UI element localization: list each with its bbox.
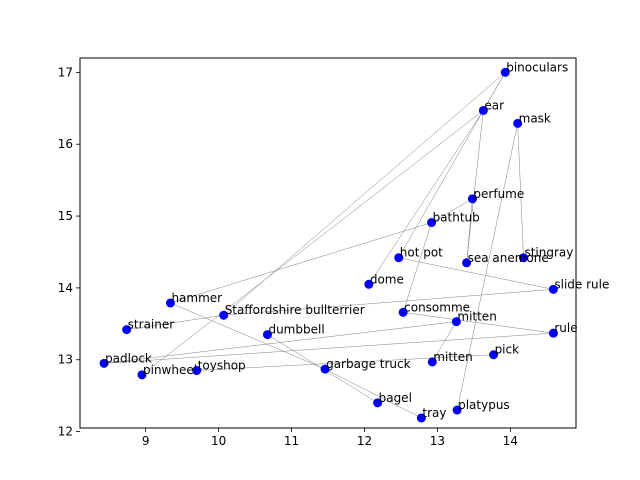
point-label: mitten	[457, 310, 496, 324]
edge-line	[456, 123, 518, 411]
point-label: perfume	[473, 187, 524, 201]
y-tick-label: 14	[58, 281, 73, 295]
point-label: pinwheel	[143, 363, 197, 377]
data-point	[122, 325, 132, 335]
edge-line	[517, 123, 524, 258]
point-label: sea anemone	[468, 251, 549, 265]
y-tick-label: 17	[58, 65, 73, 79]
edge-line	[398, 257, 554, 290]
edge-line	[466, 110, 484, 263]
data-point	[99, 358, 109, 368]
point-label: tray	[422, 406, 446, 420]
data-point	[320, 364, 330, 374]
edge-line	[223, 72, 506, 316]
edge-line	[402, 222, 432, 313]
point-label: rule	[554, 321, 577, 335]
x-tick-label: 13	[430, 434, 445, 448]
edge-line	[223, 289, 554, 316]
point-label: dumbbell	[268, 323, 324, 337]
point-layer	[99, 67, 558, 423]
edge-line	[170, 222, 432, 304]
edge-line	[431, 198, 473, 223]
data-point	[416, 413, 426, 423]
data-point	[500, 67, 510, 77]
point-label: mitten	[433, 350, 472, 364]
data-point	[262, 330, 272, 340]
data-point	[427, 218, 437, 228]
data-point	[137, 370, 147, 380]
x-tick-label: 11	[284, 434, 299, 448]
edge-line	[126, 314, 224, 330]
data-point	[462, 258, 472, 268]
edge-line	[432, 321, 457, 363]
y-axis: 12 13 14 15 16 17	[58, 65, 80, 439]
data-point	[513, 118, 523, 128]
data-point	[364, 279, 374, 289]
data-point	[489, 350, 499, 360]
edge-line	[466, 198, 473, 263]
point-label: bagel	[379, 391, 412, 405]
data-point	[192, 366, 202, 376]
point-label: dome	[370, 272, 404, 286]
data-point	[548, 284, 558, 294]
edge-line	[196, 354, 494, 371]
y-tick-label: 12	[58, 425, 73, 439]
point-label: Staffordshire bullterrier	[225, 303, 365, 317]
x-tick-label: 14	[503, 434, 518, 448]
edge-line	[403, 312, 554, 334]
point-label: consomme	[404, 300, 470, 314]
point-label: strainer	[128, 318, 175, 332]
edge-line	[368, 110, 484, 285]
point-label: hot pot	[400, 246, 443, 260]
data-point	[478, 105, 488, 115]
data-point	[548, 328, 558, 338]
edge-line	[398, 72, 506, 258]
point-label: hammer	[171, 291, 222, 305]
point-label: mask	[519, 111, 551, 125]
point-label: padlock	[105, 351, 152, 365]
axes-frame	[79, 57, 577, 429]
y-tick-label: 16	[58, 137, 73, 151]
data-point	[394, 253, 404, 263]
point-label: stingray	[524, 246, 573, 260]
point-label: toyshop	[198, 359, 246, 373]
data-point	[373, 398, 383, 408]
edge-layer	[104, 72, 554, 419]
x-tick-label: 12	[357, 434, 372, 448]
x-axis: 9 10 11 12 13 14	[142, 428, 518, 448]
edge-line	[141, 110, 484, 376]
data-point	[398, 307, 408, 317]
edge-line	[104, 332, 554, 364]
point-label: binoculars	[506, 60, 568, 74]
point-label: slide rule	[554, 277, 609, 291]
point-label: garbage truck	[326, 357, 411, 371]
point-label-layer: binoculars ear mask perfume bathtub hot pot se…	[105, 60, 609, 420]
x-tick-label: 9	[142, 434, 150, 448]
data-point	[165, 298, 175, 308]
x-tick-label: 10	[211, 434, 226, 448]
y-tick-label: 15	[58, 209, 73, 223]
edge-line	[324, 368, 422, 419]
data-point	[452, 405, 462, 415]
data-point	[219, 310, 229, 320]
edge-line	[170, 302, 326, 370]
point-label: platypus	[458, 398, 510, 412]
data-point	[518, 253, 528, 263]
data-point	[451, 317, 461, 327]
point-label: pick	[495, 343, 520, 357]
point-label: bathtub	[433, 211, 480, 225]
data-point	[467, 194, 477, 204]
y-tick-label: 13	[58, 353, 73, 367]
data-point	[427, 357, 437, 367]
point-label: ear	[484, 98, 504, 112]
